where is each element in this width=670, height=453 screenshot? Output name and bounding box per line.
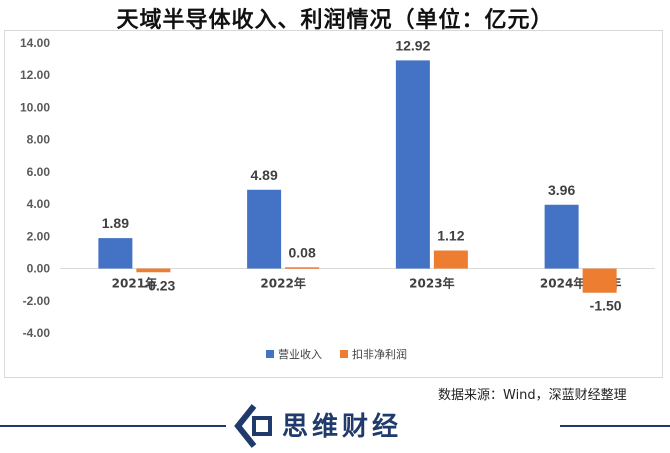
data-label: -0.23	[143, 277, 175, 293]
brand-name: 思维财经	[282, 412, 403, 442]
net-profit-bar	[433, 250, 468, 269]
chevron-house-icon	[234, 404, 272, 448]
revenue-bar	[544, 204, 579, 269]
revenue-bar	[98, 238, 133, 269]
revenue-bar	[395, 60, 430, 269]
data-label: -1.50	[590, 298, 622, 314]
legend-swatch	[340, 350, 348, 358]
chart-frame	[4, 30, 663, 378]
legend-swatch	[266, 350, 274, 358]
y-tick-label: 6.00	[27, 165, 51, 179]
y-tick-label: 14.00	[20, 36, 50, 50]
net-profit-bar	[582, 268, 617, 293]
data-label: 1.89	[102, 215, 129, 231]
revenue-bar	[247, 189, 282, 269]
legend-label: 营业收入	[278, 347, 322, 361]
y-tick-label: 4.00	[27, 197, 51, 211]
x-category-label: 2022年	[260, 276, 305, 291]
brand-divider-left	[0, 425, 226, 427]
brand-footer: 思维财经	[0, 398, 670, 453]
chart-title: 天域半导体收入、利润情况（单位：亿元）	[116, 8, 554, 33]
legend-label: 扣非净利润	[352, 347, 407, 361]
brand-divider-right	[560, 425, 670, 427]
data-source-note: 数据来源：Wind，深蓝财经整理	[438, 388, 627, 403]
y-tick-label: 10.00	[20, 100, 50, 114]
net-profit-bar	[285, 267, 320, 269]
data-label: 12.92	[395, 37, 430, 53]
data-label: 0.08	[289, 244, 316, 260]
x-category-label: 2021年	[112, 276, 157, 291]
data-label: 3.96	[548, 182, 575, 198]
net-profit-bar	[136, 268, 171, 273]
y-tick-label: 2.00	[27, 229, 51, 243]
data-label: 1.12	[437, 228, 464, 244]
y-tick-label: 0.00	[27, 262, 51, 276]
y-tick-label: -2.00	[23, 294, 51, 308]
bar-chart: 14.00 12.00 10.00 8.00 6.00 4.00 2.00 0.00 -2.00…	[20, 36, 655, 361]
data-label: 4.89	[251, 167, 278, 183]
x-category-label: 2023年	[409, 276, 454, 291]
y-tick-label: 8.00	[27, 133, 51, 147]
y-tick-label: 12.00	[20, 68, 50, 82]
y-tick-label: -4.00	[23, 326, 51, 340]
